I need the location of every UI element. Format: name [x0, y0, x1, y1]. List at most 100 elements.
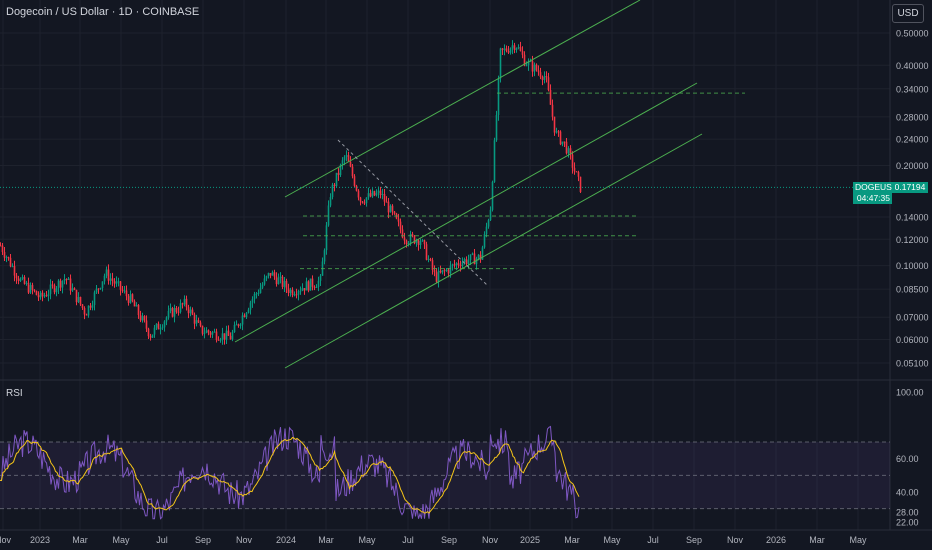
rsi-tick-label: 22.00: [896, 518, 919, 528]
candle-body: [479, 254, 482, 260]
candle-body: [275, 276, 278, 285]
candle-body: [569, 148, 572, 155]
candle-body: [579, 176, 582, 192]
candle-body: [311, 278, 314, 287]
time-axis[interactable]: Nov 2023 Mar May Jul Sep Nov 2024 Mar May Jul Sep No…: [0, 535, 867, 545]
candle-body: [519, 47, 522, 51]
candle-body: [161, 327, 164, 329]
candle-body: [421, 240, 424, 242]
candle-body: [265, 276, 268, 279]
candle-body: [211, 332, 214, 335]
candle-body: [475, 258, 478, 265]
candle-body: [59, 280, 62, 288]
candle-body: [107, 269, 110, 281]
candle-body: [41, 292, 44, 297]
candle-body: [115, 281, 118, 284]
candle-body: [359, 197, 362, 202]
candle-body: [183, 298, 186, 305]
rsi-tick-label: 28.00: [896, 508, 919, 518]
candle-body: [77, 296, 80, 303]
candle-body: [145, 320, 148, 329]
time-tick-label: 2026: [766, 535, 786, 545]
candle-body: [377, 190, 380, 193]
candle-body: [9, 257, 12, 267]
candle-body: [541, 77, 544, 80]
candle-body: [153, 327, 156, 335]
candle-body: [563, 141, 566, 143]
candle-body: [391, 205, 394, 212]
candle-body: [67, 278, 70, 280]
time-tick-label: Jul: [647, 535, 659, 545]
candle-body: [447, 269, 450, 274]
candle-body: [403, 237, 406, 241]
candle-body: [105, 269, 108, 276]
candle-body: [113, 281, 116, 284]
candle-body: [539, 72, 542, 78]
candle-body: [473, 253, 476, 265]
price-tick-label: 0.06000: [896, 335, 929, 345]
time-tick-label: Nov: [0, 535, 11, 545]
candle-body: [129, 294, 132, 303]
channel-upper-line: [284, 0, 641, 198]
candle-body: [567, 148, 570, 154]
candle-body: [167, 310, 170, 318]
candle-body: [203, 332, 206, 334]
candle-body: [515, 48, 518, 50]
candle-body: [195, 320, 198, 324]
candle-body: [279, 276, 282, 278]
candle-body: [315, 287, 318, 289]
candle-body: [555, 131, 558, 133]
candle-body: [525, 65, 528, 67]
annotations: [0, 0, 890, 369]
candle-body: [333, 184, 336, 186]
candle-body: [165, 317, 168, 322]
candle-body: [449, 265, 452, 274]
candle-body: [553, 116, 556, 133]
chart-title: Dogecoin / US Dollar · 1D · COINBASE: [6, 6, 200, 18]
candle-body: [419, 240, 422, 246]
candle-body: [401, 229, 404, 238]
candle-body: [227, 330, 230, 336]
candle-body: [33, 289, 36, 292]
candle-body: [293, 294, 296, 296]
candle-body: [131, 294, 134, 302]
candle-body: [435, 272, 438, 282]
candle-body: [369, 193, 372, 197]
price-tick-label: 0.10000: [896, 261, 929, 271]
rsi-tick-label: 40.00: [896, 488, 919, 498]
candle-body: [365, 197, 368, 204]
candle-body: [139, 315, 142, 321]
candle-body: [13, 266, 16, 276]
price-tick-label: 0.34000: [896, 84, 929, 94]
candle-body: [141, 316, 144, 321]
candle-body: [257, 293, 260, 295]
candle-body: [299, 290, 302, 292]
candle-body: [109, 278, 112, 281]
candle-body: [361, 201, 364, 203]
candle-body: [415, 240, 418, 244]
candle-body: [331, 184, 334, 198]
candle-body: [151, 334, 154, 338]
candle-body: [573, 167, 576, 172]
last-price-symbol: DOGEUSD: [855, 182, 898, 192]
candle-body: [81, 304, 84, 308]
candle-body: [405, 240, 408, 245]
price-axis[interactable]: 0.50000 0.40000 0.34000 0.28000 0.24000 0.200…: [896, 29, 929, 369]
candle-body: [209, 332, 212, 335]
currency-button[interactable]: USD: [892, 4, 924, 23]
candle-body: [531, 61, 534, 72]
price-tick-label: 0.05100: [896, 359, 929, 369]
candle-body: [493, 140, 496, 182]
candle-body: [281, 276, 284, 287]
candle-body: [87, 305, 90, 316]
time-tick-label: Mar: [809, 535, 825, 545]
candle-body: [177, 311, 180, 313]
candle-body: [57, 280, 60, 289]
price-tick-label: 0.50000: [896, 29, 929, 39]
candle-body: [397, 218, 400, 222]
candle-body: [225, 330, 228, 340]
time-tick-label: Jul: [156, 535, 168, 545]
rsi-series: [0, 425, 580, 520]
